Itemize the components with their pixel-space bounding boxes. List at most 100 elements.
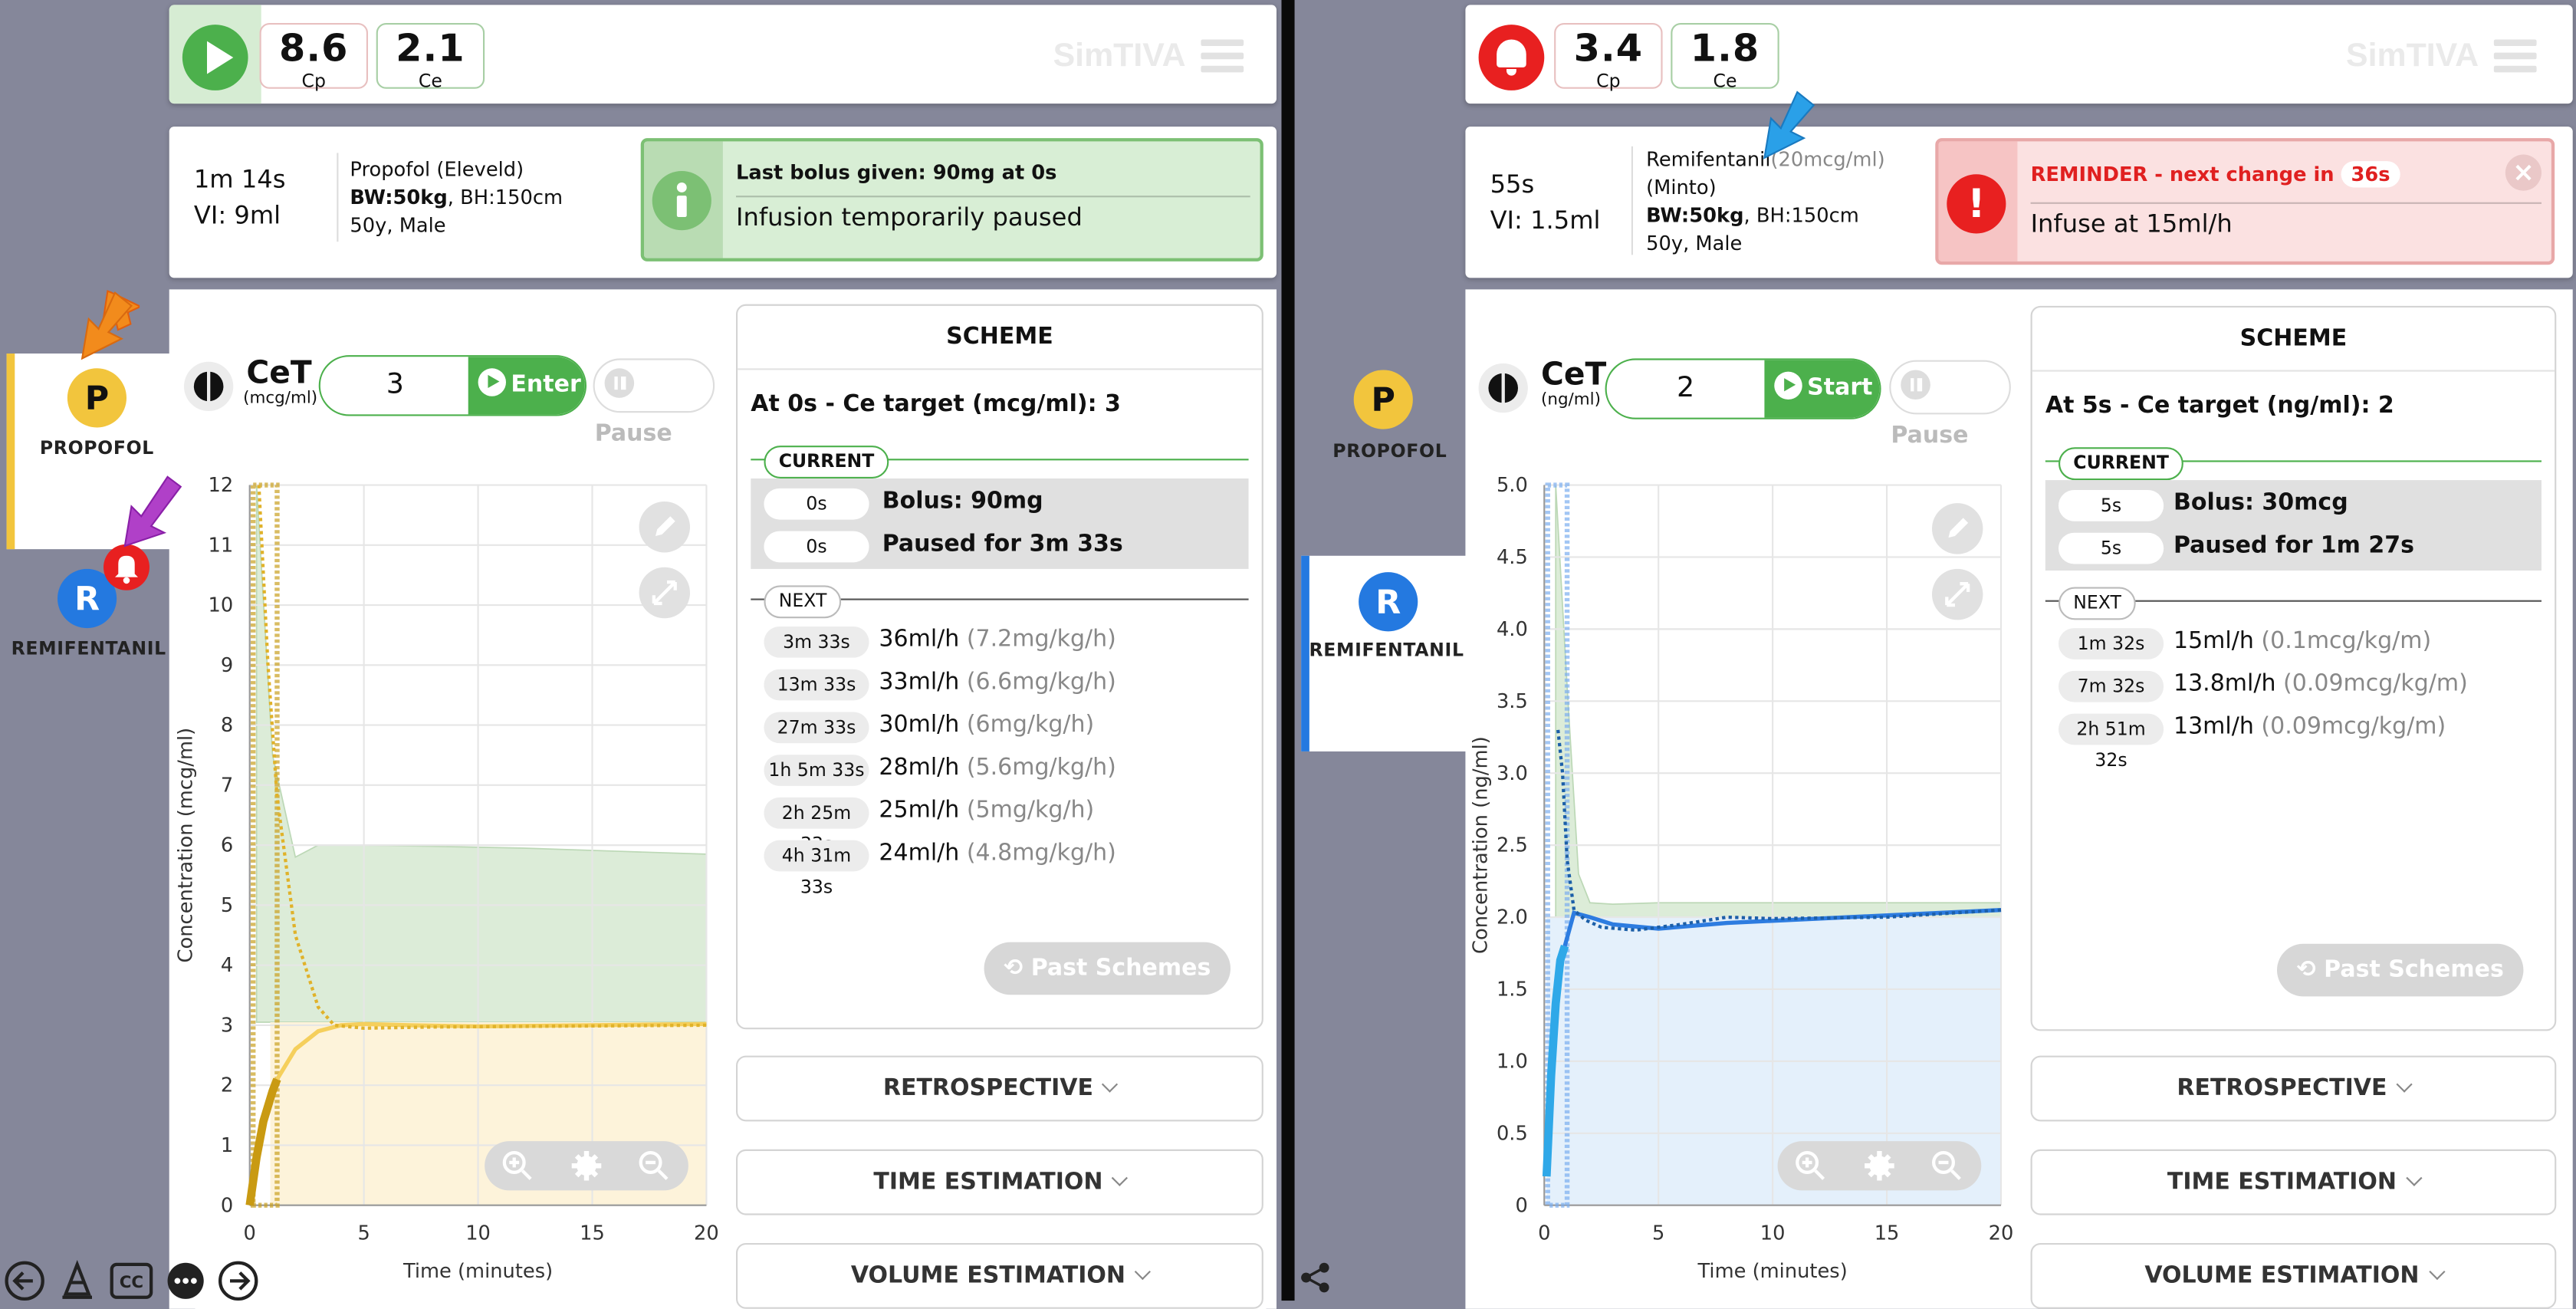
cc-icon[interactable]: CC xyxy=(108,1259,154,1302)
next-dose: (7.2mg/kg/h) xyxy=(966,626,1116,653)
current-step: Bolus: 90mg xyxy=(882,488,1043,515)
next-dose: (6mg/kg/h) xyxy=(966,712,1095,738)
series-plasma-dotted xyxy=(257,485,707,1030)
current-time: 0s xyxy=(764,488,869,520)
chevron-down-icon xyxy=(2428,1263,2445,1281)
series-effect-site-solid xyxy=(245,1077,281,1206)
hamburger-icon[interactable] xyxy=(1201,39,1244,73)
sidebar-item-propofol[interactable]: P PROPOFOL xyxy=(6,354,175,550)
time-estimation-accordion[interactable]: TIME ESTIMATION xyxy=(736,1149,1263,1215)
volume-estimation-accordion[interactable]: VOLUME ESTIMATION xyxy=(2030,1243,2557,1309)
cone-icon[interactable] xyxy=(56,1259,99,1302)
x-tick-label: 20 xyxy=(1989,1222,2014,1245)
y-tick-label: 12 xyxy=(209,474,234,497)
patient-info: 50y, Male xyxy=(350,213,446,237)
reminder-title: REMINDER - next change in 36s xyxy=(2031,161,2400,188)
scheme-title: SCHEME xyxy=(946,324,1053,350)
next-dose: (5mg/kg/h) xyxy=(966,797,1095,824)
scheme-panel: SCHEME At 0s - Ce target (mcg/ml): 3 CUR… xyxy=(736,304,1263,1030)
body-weight: BW:50kg xyxy=(1646,203,1744,227)
current-time: 0s xyxy=(764,531,869,563)
play-icon xyxy=(1774,371,1802,400)
next-rate: 25ml/h xyxy=(879,797,960,824)
remifentanil-pointer-arrow xyxy=(123,475,182,548)
y-tick-label: 5.0 xyxy=(1497,474,1528,497)
bell-icon[interactable] xyxy=(1478,25,1545,90)
current-step: Paused for 1m 27s xyxy=(2174,532,2414,560)
info-bar: 1m 14s VI: 9ml Propofol (Eleveld) BW:50kg… xyxy=(169,127,1277,278)
edit-button[interactable] xyxy=(1932,503,1983,554)
x-tick-label: 10 xyxy=(465,1222,491,1245)
split-divider xyxy=(1281,0,1295,1301)
remifentanil-badge: R xyxy=(1359,572,1418,632)
sidebar-item-remifentanil[interactable]: R REMIFENTANIL xyxy=(1301,555,1469,752)
current-block: 5s Bolus: 30mcg 5s Paused for 1m 27s xyxy=(2045,480,2542,571)
enter-button[interactable]: Enter xyxy=(468,357,585,415)
next-rate: 33ml/h xyxy=(879,669,960,696)
current-time: 5s xyxy=(2058,489,2164,521)
elapsed-info: 1m 14s VI: 9ml xyxy=(194,161,286,233)
sidebar-item-propofol[interactable]: P PROPOFOL xyxy=(1301,355,1465,470)
next-step: 15ml/h (0.1mcg/kg/m) xyxy=(2174,627,2431,658)
remifentanil-chart: 0 0.5 1.0 1.5 2.0 2.5 3.0 3.5 4.0 4.5 5.0 0 5 10 15 20 T… xyxy=(1459,465,2018,1288)
bolus-column xyxy=(250,482,280,1208)
current-badge: CURRENT xyxy=(764,446,889,479)
volume-estimation-accordion[interactable]: VOLUME ESTIMATION xyxy=(736,1243,1263,1309)
retrospective-accordion[interactable]: RETROSPECTIVE xyxy=(2030,1055,2557,1122)
more-icon[interactable] xyxy=(164,1259,207,1302)
x-tick-label: 0 xyxy=(244,1222,256,1245)
target-input[interactable]: 2 xyxy=(1676,371,1695,405)
chevron-down-icon xyxy=(1112,1169,1129,1186)
time-estimation-accordion[interactable]: TIME ESTIMATION xyxy=(2030,1149,2557,1215)
close-icon[interactable]: × xyxy=(2505,154,2542,191)
pause-button[interactable]: Pause xyxy=(593,358,715,447)
next-rate: 36ml/h xyxy=(879,626,960,653)
app-logo: SimTIVA xyxy=(2346,38,2479,74)
pause-icon xyxy=(604,368,635,398)
zoom-in-icon[interactable] xyxy=(1794,1149,1827,1182)
share-icon[interactable] xyxy=(1298,1259,1334,1295)
play-icon xyxy=(182,25,248,90)
x-tick-label: 10 xyxy=(1760,1222,1786,1245)
retrospective-accordion[interactable]: RETROSPECTIVE xyxy=(736,1055,1263,1122)
next-dose: (0.1mcg/kg/m) xyxy=(2261,628,2432,655)
accordion-label: TIME ESTIMATION xyxy=(2167,1169,2397,1196)
past-schemes-button[interactable]: ⟲ Past Schemes xyxy=(2277,943,2524,997)
next-time: 27m 33s xyxy=(764,712,869,744)
gear-icon[interactable] xyxy=(1863,1149,1896,1182)
next-dose: (5.6mg/kg/h) xyxy=(966,755,1116,781)
target-input[interactable]: 3 xyxy=(386,368,404,402)
scheme-target: At 0s - Ce target (mcg/ml): 3 xyxy=(751,391,1121,418)
elapsed-time: 55s xyxy=(1490,169,1535,199)
gear-icon[interactable] xyxy=(570,1149,603,1182)
elapsed-time: 1m 14s xyxy=(193,164,286,195)
play-icon xyxy=(478,368,506,396)
zoom-toolbar xyxy=(1777,1141,1982,1191)
ce-value: 1.8 xyxy=(1690,28,1760,71)
y-tick-label: 1.5 xyxy=(1497,978,1528,1001)
pause-button[interactable]: Pause xyxy=(1889,360,2011,449)
info-icon xyxy=(652,170,711,231)
zoom-out-icon[interactable] xyxy=(637,1149,670,1182)
expand-button[interactable] xyxy=(1932,568,1983,620)
edit-button[interactable] xyxy=(639,501,690,553)
alert-message: Infusion temporarily paused xyxy=(736,202,1083,232)
next-time: 3m 33s xyxy=(764,626,869,658)
pause-icon xyxy=(1901,370,1930,400)
forward-icon[interactable] xyxy=(217,1259,260,1302)
play-button[interactable] xyxy=(169,5,261,104)
hamburger-icon[interactable] xyxy=(2493,39,2537,73)
zoom-in-icon[interactable] xyxy=(501,1149,534,1182)
back-icon[interactable] xyxy=(3,1259,46,1302)
top-bar: 8.6 Cp 2.1 Ce SimTIVA xyxy=(169,5,1277,104)
brain-icon xyxy=(1478,363,1528,413)
body-height: , BH:150cm xyxy=(447,186,564,209)
propofol-label: PROPOFOL xyxy=(39,437,154,459)
sidebar-item-remifentanil[interactable]: R REMIFENTANIL xyxy=(7,544,171,667)
past-schemes-button[interactable]: ⟲ Past Schemes xyxy=(984,942,1230,995)
expand-button[interactable] xyxy=(639,567,690,619)
start-button[interactable]: Start xyxy=(1764,360,1880,418)
chart-canvas: 0 0.5 1.0 1.5 2.0 2.5 3.0 3.5 4.0 4.5 5.0 0 5 10 15 20 T… xyxy=(1469,474,2014,1283)
zoom-out-icon[interactable] xyxy=(1930,1149,1963,1182)
